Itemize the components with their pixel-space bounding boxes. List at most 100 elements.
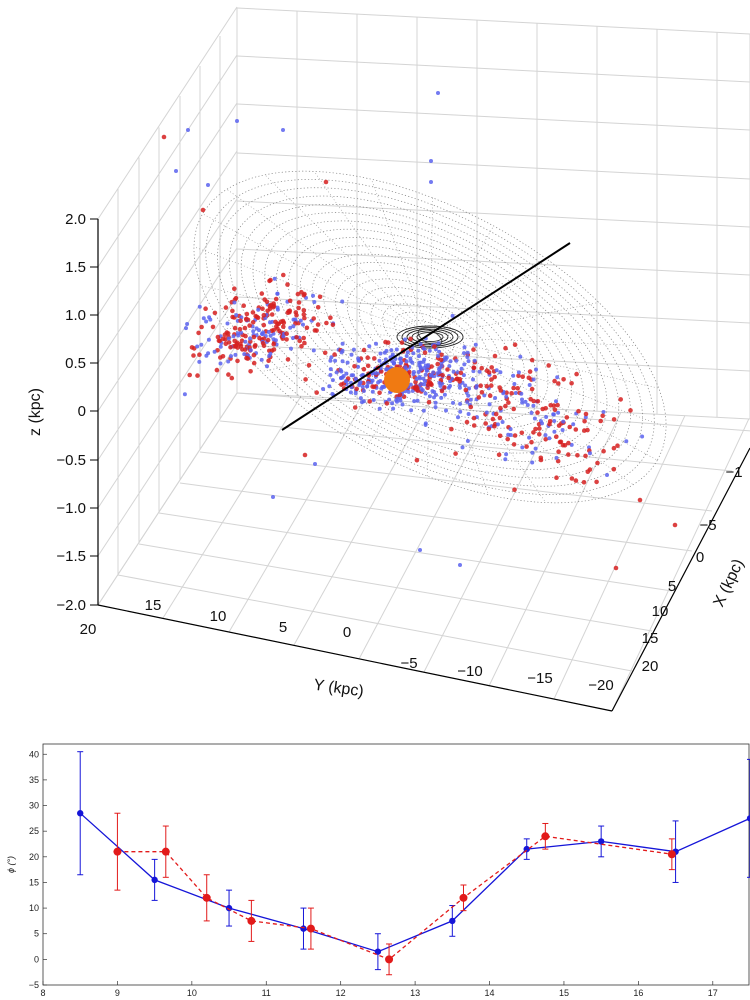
red-star-point xyxy=(259,291,265,296)
blue-star-point xyxy=(418,548,422,552)
x-tick-label: 14 xyxy=(485,988,495,998)
blue-star-point xyxy=(406,389,411,394)
red-star-point xyxy=(278,319,284,325)
blue-star-point xyxy=(340,341,345,346)
blue-star-point xyxy=(429,159,433,163)
red-star-point xyxy=(322,350,328,356)
blue-star-point xyxy=(448,384,452,388)
red-star-point xyxy=(498,405,503,411)
red-star-point xyxy=(414,457,420,463)
blue-star-point xyxy=(367,344,372,349)
red-star-point xyxy=(230,308,235,314)
blue-star-point xyxy=(281,128,285,132)
blue-star-point xyxy=(422,382,427,387)
red-star-point xyxy=(516,373,521,379)
center-ring xyxy=(406,328,454,346)
red-star-point xyxy=(301,335,307,341)
blue-star-point xyxy=(248,348,253,353)
blue-star-point xyxy=(451,369,456,374)
blue-star-point xyxy=(423,391,428,396)
blue-star-point xyxy=(261,330,266,335)
center-ring xyxy=(401,327,459,347)
blue-star-point xyxy=(243,339,248,344)
blue-star-point xyxy=(525,403,530,407)
red-star-point xyxy=(486,426,492,432)
grid-line xyxy=(236,344,750,372)
red-star-point xyxy=(611,466,617,472)
red-star-point xyxy=(573,427,579,432)
red-star-point xyxy=(439,352,444,358)
red-star-point xyxy=(302,291,307,297)
x-tick-label: 13 xyxy=(410,988,420,998)
blue-star-point xyxy=(529,410,534,415)
red-star-point xyxy=(247,323,252,328)
3d-axes: 2.0 1.5 1.0 0.5 0 −0.5 −1.0 −1.5 −2.0 z (kpc) 20 15… xyxy=(27,211,750,712)
blue-star-point xyxy=(601,410,606,414)
red-star-point xyxy=(414,387,419,392)
red-star-point xyxy=(489,365,495,370)
plot-series xyxy=(77,751,750,976)
blue-star-point xyxy=(462,362,467,367)
blue-star-point xyxy=(267,353,272,358)
blue-star-point xyxy=(268,333,273,338)
red-star-point xyxy=(540,406,545,412)
blue-star-point xyxy=(583,415,588,420)
blue-star-point xyxy=(197,359,202,364)
blue-star-point xyxy=(377,358,382,363)
red-star-point xyxy=(228,345,233,350)
x-axis-line xyxy=(611,447,750,712)
blue-star-point xyxy=(333,358,338,363)
red-star-point xyxy=(471,365,477,371)
red-star-point xyxy=(302,315,307,321)
blue-star-point xyxy=(387,397,392,402)
blue-star-point xyxy=(365,384,370,389)
red-star-point xyxy=(397,392,403,398)
red-star-point xyxy=(261,312,267,318)
data-point xyxy=(300,925,307,932)
red-star-point xyxy=(492,374,498,380)
blue-star-point xyxy=(451,400,455,405)
red-star-point xyxy=(468,404,474,410)
red-star-point xyxy=(239,338,245,344)
blue-star-point xyxy=(174,169,178,173)
blue-star-point xyxy=(554,399,558,404)
blue-star-point xyxy=(416,348,421,353)
grid-line xyxy=(236,392,750,432)
data-point xyxy=(459,893,468,902)
red-star-point xyxy=(271,327,276,333)
red-star-point xyxy=(281,272,286,278)
blue-star-point xyxy=(242,352,247,357)
blue-star-point xyxy=(427,348,432,353)
blue-star-point xyxy=(554,455,559,460)
red-star-point xyxy=(242,347,248,352)
red-star-point xyxy=(583,411,589,417)
red-star-point xyxy=(519,430,525,436)
mesh-ring xyxy=(288,237,572,437)
blue-star-point xyxy=(411,351,416,356)
blue-star-point xyxy=(547,436,552,441)
red-star-point xyxy=(479,390,485,395)
red-star-point xyxy=(218,355,223,360)
red-star-point xyxy=(637,497,643,503)
mesh-spoke xyxy=(432,225,494,332)
red-star-point xyxy=(535,399,541,404)
blue-star-point xyxy=(289,346,293,351)
red-star-point xyxy=(314,390,320,395)
blue-star-point xyxy=(254,326,259,331)
blue-star-point xyxy=(417,354,421,359)
blue-star-point xyxy=(508,427,513,432)
blue-star-point xyxy=(405,350,410,355)
blue-star-point xyxy=(418,342,423,347)
red-star-point xyxy=(243,333,248,339)
red-star-point xyxy=(297,338,303,344)
data-point xyxy=(151,876,158,884)
blue-star-point xyxy=(344,371,349,376)
plot-frame xyxy=(42,743,750,986)
blue-star-point xyxy=(400,402,405,407)
red-star-point xyxy=(581,480,587,485)
blue-star-point xyxy=(329,355,334,360)
blue-star-point xyxy=(624,439,629,444)
red-star-point xyxy=(195,373,200,378)
blue-star-point xyxy=(425,368,430,373)
z-tick-label: 1.0 xyxy=(65,307,86,324)
